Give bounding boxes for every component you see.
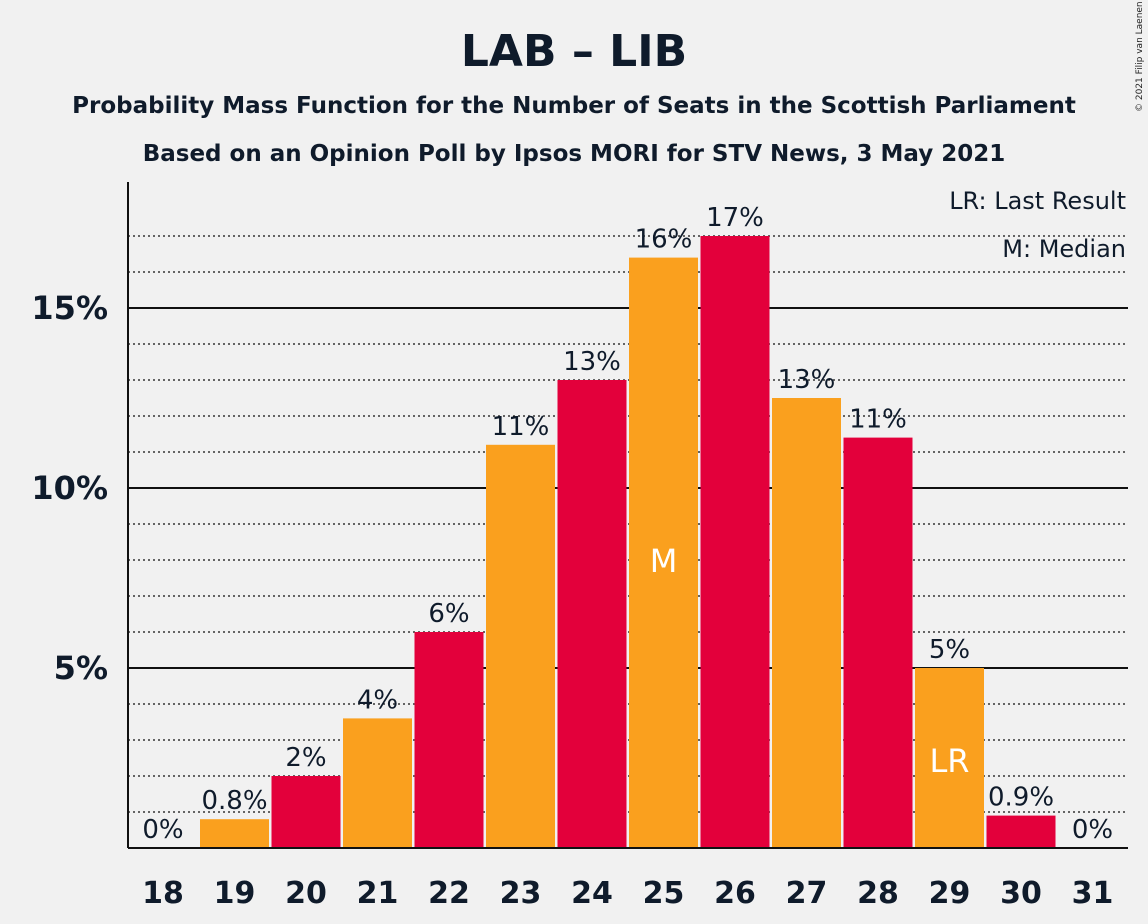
bar-21 xyxy=(343,718,412,848)
x-tick-label-24: 24 xyxy=(571,876,613,911)
marker-lr: LR xyxy=(929,742,969,780)
legend-last-result: LR: Last Result xyxy=(949,187,1126,215)
chart-subtitle-2: Based on an Opinion Poll by Ipsos MORI f… xyxy=(143,141,1006,167)
x-tick-label-23: 23 xyxy=(500,876,542,911)
bar-30 xyxy=(986,815,1056,848)
x-tick-label-25: 25 xyxy=(643,876,685,911)
data-label-25: 16% xyxy=(635,225,693,255)
data-label-30: 0.9% xyxy=(988,783,1054,813)
x-tick-label-27: 27 xyxy=(786,876,828,911)
bar-28 xyxy=(843,437,913,848)
data-label-22: 6% xyxy=(428,599,469,629)
bar-25 xyxy=(629,257,698,849)
data-label-24: 13% xyxy=(563,347,621,377)
y-tick-label: 15% xyxy=(31,289,108,327)
y-tick-label: 10% xyxy=(31,469,108,507)
chart-title: LAB – LIB xyxy=(461,26,687,77)
legend-median: M: Median xyxy=(1002,235,1126,263)
data-label-19: 0.8% xyxy=(201,786,267,816)
bar-23 xyxy=(486,444,555,848)
x-tick-label-18: 18 xyxy=(142,876,184,911)
bar-27 xyxy=(772,398,841,848)
x-tick-label-19: 19 xyxy=(214,876,256,911)
data-label-23: 11% xyxy=(492,412,550,442)
axes: 5% 10% 15% 18 19 20 21 22 23 24 25 26 27 28 29 30 31 xyxy=(31,182,1128,911)
x-tick-label-31: 31 xyxy=(1072,876,1114,911)
y-tick-label: 5% xyxy=(54,649,108,687)
data-label-29: 5% xyxy=(929,635,970,665)
x-tick-label-29: 29 xyxy=(929,876,971,911)
x-tick-label-21: 21 xyxy=(357,876,399,911)
data-label-26: 17% xyxy=(706,203,764,233)
bar-22 xyxy=(414,632,484,848)
chart-subtitle: Probability Mass Function for the Number… xyxy=(72,93,1076,119)
legend: LR: Last Result M: Median xyxy=(949,187,1126,263)
bar-19 xyxy=(200,819,269,848)
copyright-text: © 2021 Filip van Laenen xyxy=(1135,1,1145,112)
x-tick-label-20: 20 xyxy=(285,876,327,911)
data-label-18: 0% xyxy=(142,815,183,845)
bar-24 xyxy=(557,380,627,848)
bars: 0% 0.8% 2% 4% 6% 11% 13% 16% M 17% 13% 11% 5% LR 0.9% 0… xyxy=(142,203,1113,849)
bar-26 xyxy=(700,236,770,848)
bar-20 xyxy=(271,776,341,848)
data-label-20: 2% xyxy=(285,743,326,773)
x-tick-label-26: 26 xyxy=(714,876,756,911)
bar-29 xyxy=(915,668,984,848)
data-label-28: 11% xyxy=(849,405,907,435)
marker-m: M xyxy=(650,542,678,580)
x-tick-label-28: 28 xyxy=(857,876,899,911)
data-label-31: 0% xyxy=(1072,815,1113,845)
data-label-27: 13% xyxy=(778,365,836,395)
x-tick-label-30: 30 xyxy=(1000,876,1042,911)
data-label-21: 4% xyxy=(357,685,398,715)
x-tick-label-22: 22 xyxy=(428,876,470,911)
